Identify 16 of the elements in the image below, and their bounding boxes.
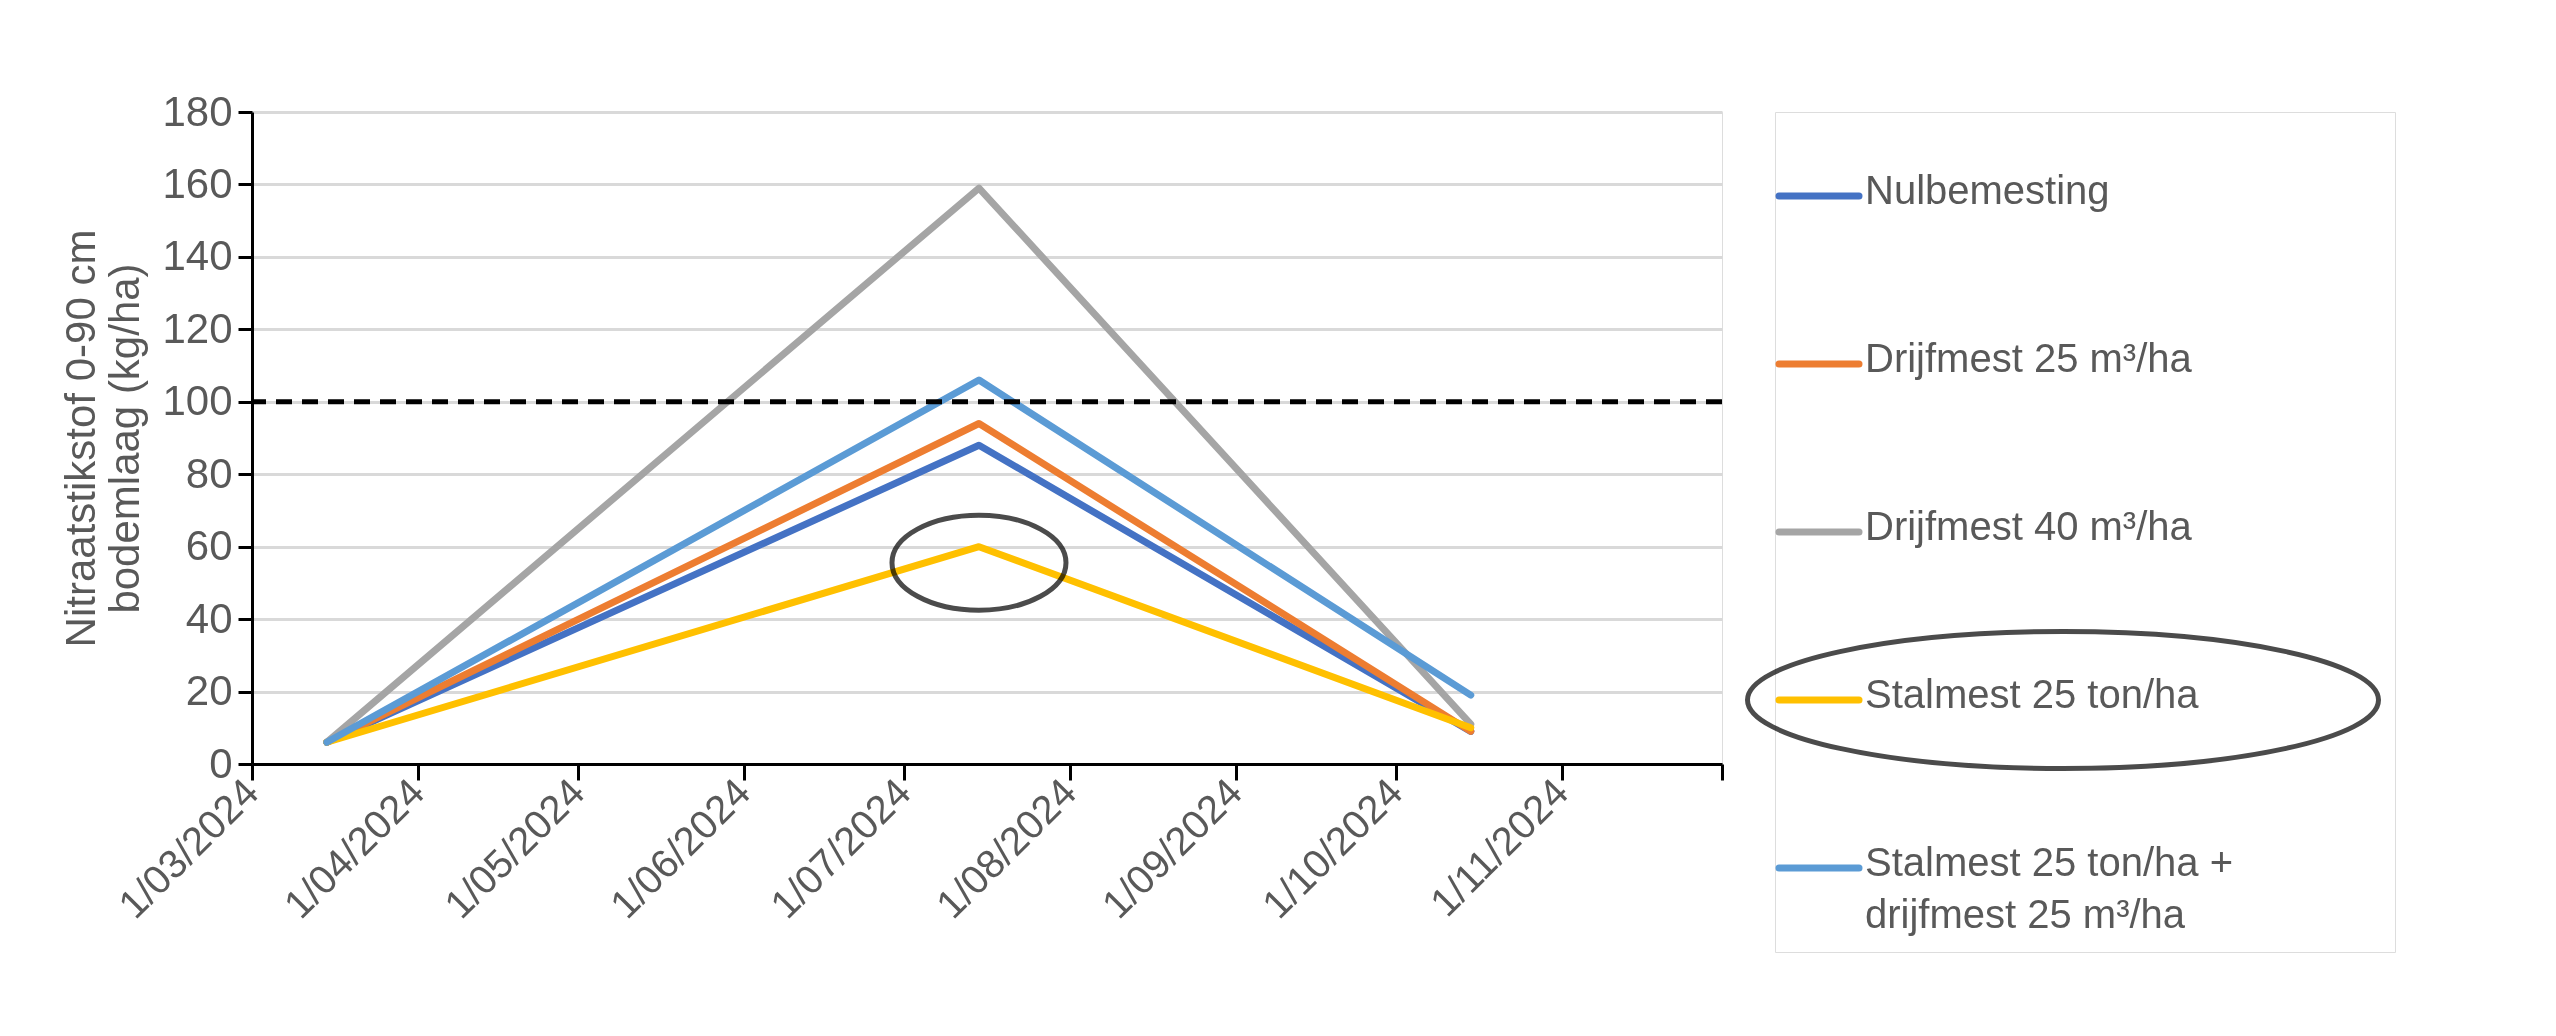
legend-label: Drijfmest 25 m³/ha <box>1865 336 2193 380</box>
y-tick-label: 140 <box>162 232 233 280</box>
y-tick-label: 80 <box>185 449 233 497</box>
y-tick-label: 120 <box>162 304 233 352</box>
legend-label: Stalmest 25 ton/ha <box>1865 672 2200 716</box>
y-tick-label: 180 <box>162 87 233 135</box>
y-tick-label: 160 <box>162 159 233 207</box>
y-tick-label: 60 <box>185 522 233 570</box>
y-tick-label: 0 <box>209 739 233 787</box>
y-tick-label: 100 <box>162 377 233 425</box>
y-tick-label: 40 <box>185 594 233 642</box>
y-axis-title: Nitraatstikstof 0-90 cm bodemlaag (kg/ha) <box>57 229 149 648</box>
legend-label: Drijfmest 40 m³/ha <box>1865 504 2193 548</box>
legend-label: Nulbemesting <box>1865 168 2110 212</box>
y-tick-label: 20 <box>185 667 233 715</box>
legend-label: Stalmest 25 ton/ha + drijfmest 25 m³/ha <box>1865 840 2234 936</box>
